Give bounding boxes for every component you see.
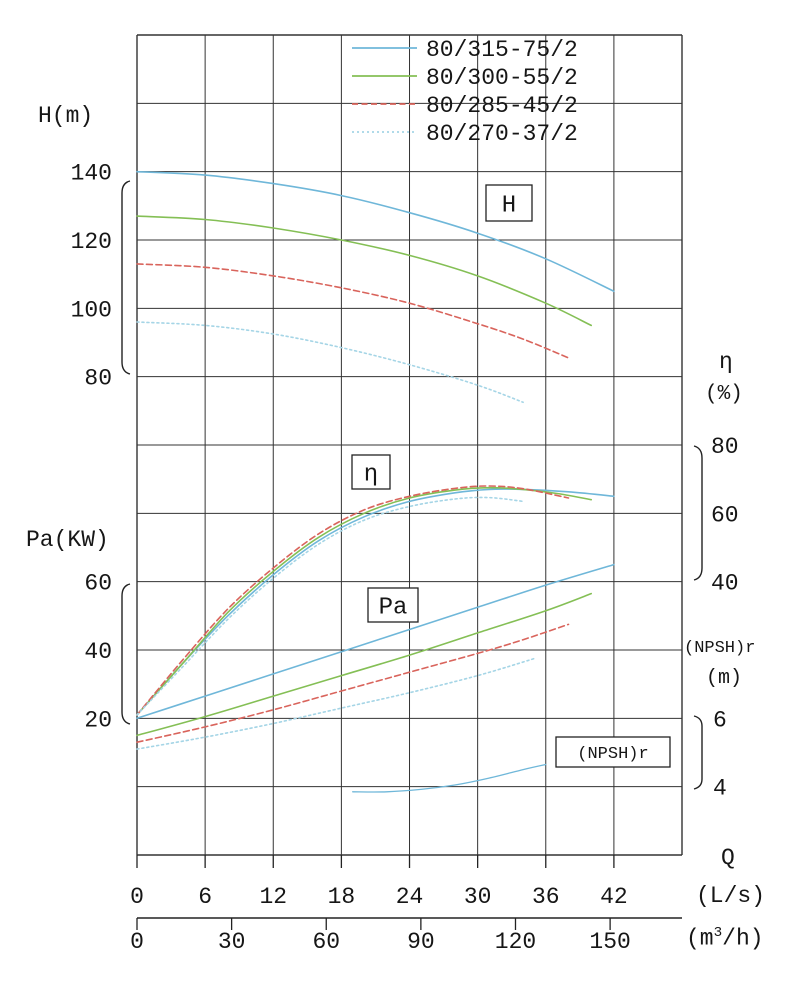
legend-entry-label: 80/315-75/2 bbox=[426, 37, 578, 63]
q-axis-label: Q bbox=[721, 845, 735, 871]
curve-eta-s2 bbox=[136, 485, 570, 716]
h-range-bracket bbox=[121, 180, 131, 375]
x-tick-label-m3h: 0 bbox=[130, 929, 144, 955]
annotation-box bbox=[367, 587, 419, 623]
x-tick-label-m3h: 90 bbox=[407, 929, 435, 955]
eta-tick-label: 40 bbox=[711, 571, 739, 597]
legend: 80/315-75/280/300-55/280/285-45/280/270-… bbox=[352, 37, 578, 147]
eta-axis-symbol: η bbox=[719, 349, 733, 375]
curve-h-s3 bbox=[136, 321, 524, 404]
pa-axis-label: Pa(KW) bbox=[26, 527, 109, 553]
annotation-box bbox=[555, 736, 671, 768]
legend-entry-label: 80/270-37/2 bbox=[426, 121, 578, 147]
annotation-box bbox=[485, 184, 533, 222]
h-tick-label: 140 bbox=[71, 161, 112, 187]
eta-tick-label: 80 bbox=[711, 434, 739, 460]
npsh-tick-label: 4 bbox=[713, 776, 727, 802]
legend-entry-label: 80/285-45/2 bbox=[426, 93, 578, 119]
curve-h-s0 bbox=[136, 170, 615, 293]
q-unit-m3h-open: (m bbox=[686, 925, 714, 952]
annotation-layer: Hη Pa (NPSH)r bbox=[351, 184, 671, 768]
curve-layer bbox=[136, 170, 615, 793]
x-tick-label-ls: 18 bbox=[328, 884, 356, 910]
legend-entry-label: 80/300-55/2 bbox=[426, 65, 578, 91]
annotation-label: η bbox=[364, 462, 378, 489]
annotation-label: H bbox=[502, 193, 516, 220]
x-tick-label-m3h: 60 bbox=[312, 929, 340, 955]
annotation-label: Pa bbox=[379, 595, 408, 622]
annotation-box bbox=[351, 454, 391, 490]
q-axis-unit-ls: (L/s) bbox=[696, 883, 766, 909]
curve-pa-s3 bbox=[136, 657, 536, 750]
pa-tick-label: 40 bbox=[84, 639, 112, 665]
q-axis-unit-m3h: (m3/h) bbox=[686, 926, 764, 951]
q-unit-m3h-close: /h) bbox=[722, 925, 764, 952]
x-tick-label-m3h: 150 bbox=[589, 929, 630, 955]
eta-tick-label: 60 bbox=[711, 502, 739, 528]
curve-npsh-s0 bbox=[352, 763, 547, 793]
curve-eta-s1 bbox=[136, 486, 592, 716]
eta-range-bracket bbox=[693, 445, 703, 581]
bracket-layer bbox=[121, 180, 703, 790]
npsh-axis-label: (NPSH)r bbox=[684, 639, 756, 658]
npsh-tick-label: 6 bbox=[713, 707, 727, 733]
x-tick-label-ls: 0 bbox=[130, 884, 144, 910]
h-tick-label: 100 bbox=[71, 297, 112, 323]
x-tick-label-m3h: 120 bbox=[495, 929, 536, 955]
grid-layer bbox=[136, 34, 683, 856]
curve-h-s1 bbox=[136, 215, 592, 327]
x-tick-label-ls: 6 bbox=[198, 884, 212, 910]
x-tick-label-ls: 24 bbox=[396, 884, 424, 910]
annotation-label: (NPSH)r bbox=[577, 745, 648, 764]
h-tick-label: 120 bbox=[71, 229, 112, 255]
x-tick-label-ls: 30 bbox=[464, 884, 492, 910]
h-axis-label: H(m) bbox=[38, 103, 94, 129]
curve-h-s2 bbox=[136, 263, 570, 359]
curve-eta-s3 bbox=[136, 496, 524, 716]
x-tick-label-m3h: 30 bbox=[218, 929, 246, 955]
axis-layer bbox=[136, 855, 682, 930]
pa-range-bracket bbox=[121, 583, 131, 725]
curve-pa-s1 bbox=[136, 592, 592, 737]
pa-tick-label: 60 bbox=[84, 571, 112, 597]
x-tick-label-ls: 36 bbox=[532, 884, 560, 910]
npsh-range-bracket bbox=[693, 715, 703, 790]
eta-axis-unit: (%) bbox=[705, 383, 743, 406]
pa-tick-label: 20 bbox=[84, 707, 112, 733]
h-tick-label: 80 bbox=[84, 366, 112, 392]
npsh-axis-unit: (m) bbox=[706, 667, 743, 690]
x-tick-label-ls: 12 bbox=[259, 884, 287, 910]
curve-pa-s2 bbox=[136, 623, 570, 743]
x-tick-label-ls: 42 bbox=[600, 884, 628, 910]
curve-pa-s0 bbox=[136, 563, 615, 720]
q-unit-m3h-sup: 3 bbox=[713, 925, 723, 941]
